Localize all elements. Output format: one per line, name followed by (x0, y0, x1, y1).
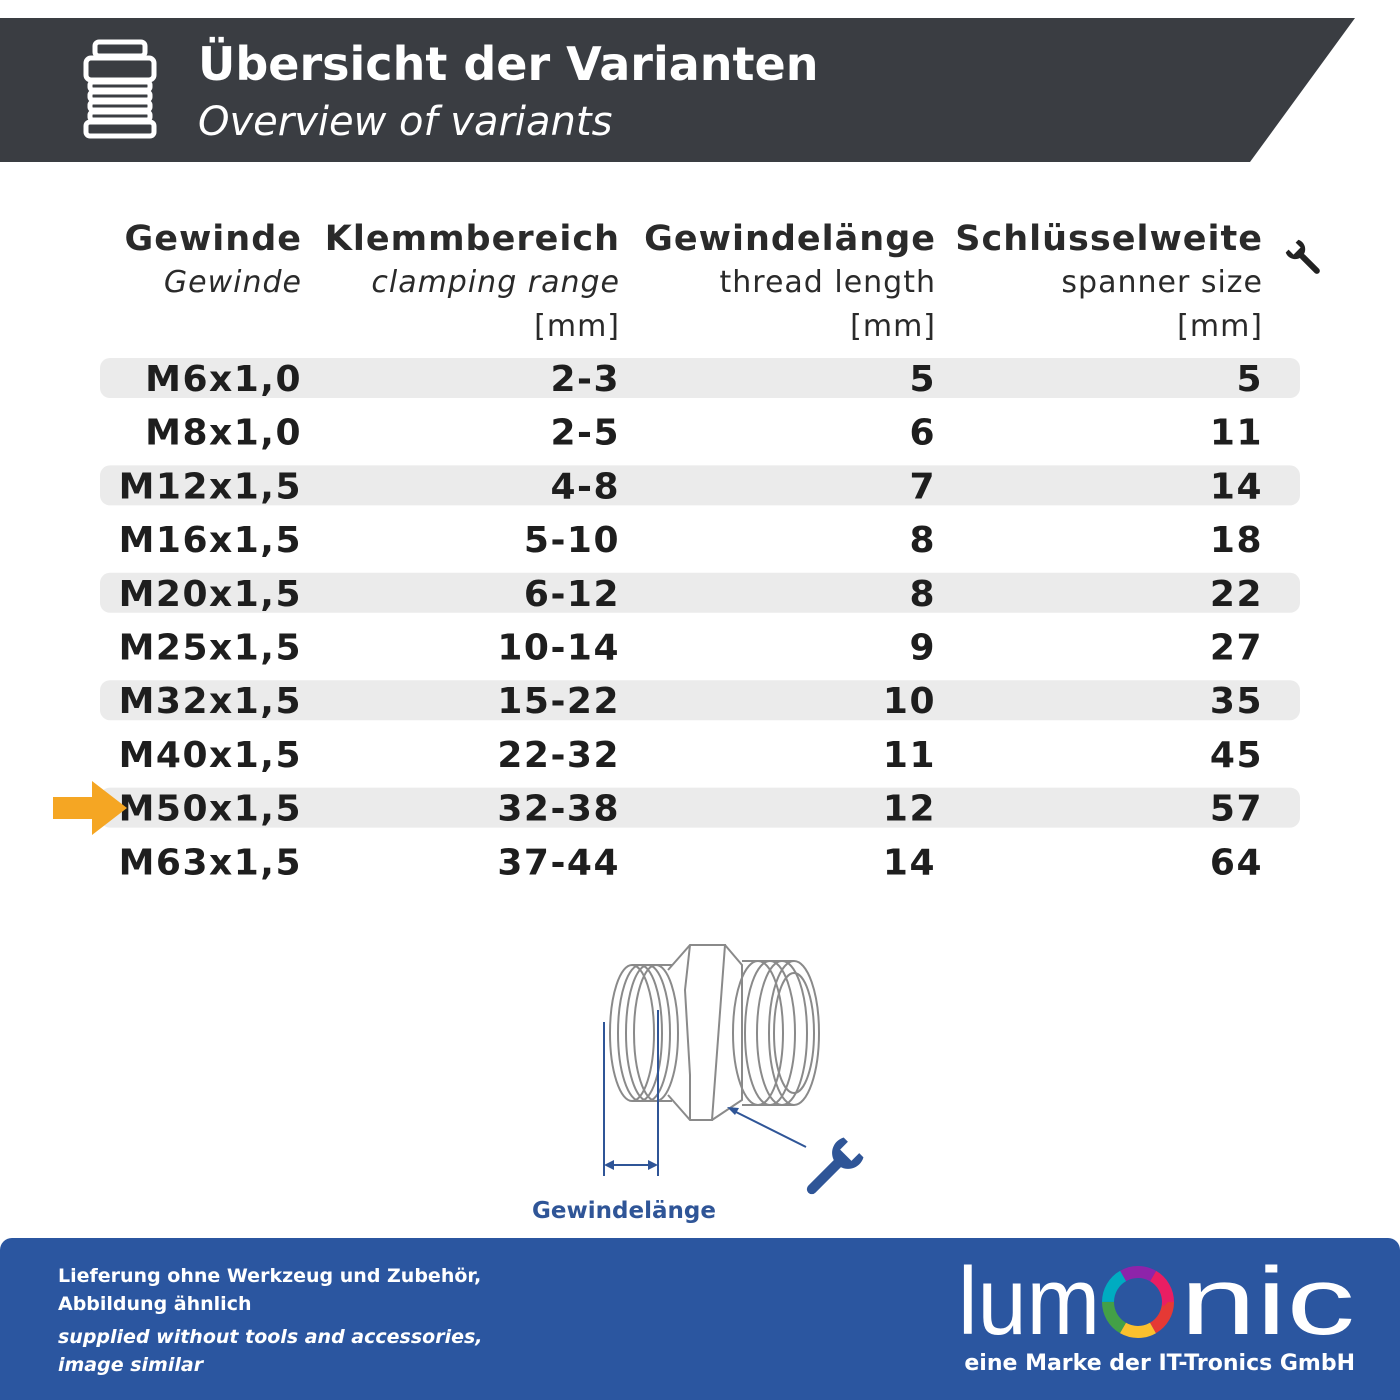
gland-icon (83, 39, 157, 139)
column-header: Gewinde (124, 219, 302, 259)
table-cell: M20x1,5 (119, 574, 302, 615)
column-subheader: spanner size (1061, 265, 1263, 300)
table-cell: 4-8 (550, 466, 620, 507)
column-unit: [mm] (1177, 309, 1263, 344)
table-cell: 64 (1210, 842, 1263, 883)
note-de: Abbildung ähnlich (58, 1293, 252, 1315)
column-header: Schlüsselweite (955, 219, 1263, 259)
column-unit: [mm] (850, 309, 936, 344)
table-cell: 45 (1210, 735, 1263, 776)
table-cell: 57 (1210, 789, 1263, 830)
dimension (603, 1010, 807, 1176)
table-cell: 15-22 (497, 681, 620, 722)
table-cell: 11 (1210, 413, 1263, 454)
table-cell: 22-32 (497, 735, 620, 776)
column-subheader: clamping range (371, 265, 620, 300)
table-cell: 6-12 (524, 574, 620, 615)
table-cell: 35 (1210, 681, 1263, 722)
column-subheader: Gewinde (164, 265, 302, 300)
logo-text: lum (958, 1248, 1100, 1355)
table-cell: 22 (1210, 574, 1263, 615)
table-cell: M40x1,5 (119, 735, 302, 776)
table-cell: 18 (1210, 520, 1263, 561)
table-cell: M8x1,0 (145, 413, 302, 454)
table-cell: M63x1,5 (119, 842, 302, 883)
highlight-arrow (53, 781, 127, 835)
footer-bar (0, 1238, 1400, 1400)
logo-ring (1102, 1266, 1174, 1338)
table-cell: 12 (883, 789, 936, 830)
table-cell: M6x1,0 (145, 359, 302, 400)
table-cell: M32x1,5 (119, 681, 302, 722)
table-cell: 8 (909, 574, 936, 615)
table-cell: 2-3 (550, 359, 620, 400)
note-en: image similar (58, 1354, 205, 1376)
table-cell: 9 (909, 628, 936, 669)
table-cell: 8 (909, 520, 936, 561)
table-cell: 14 (883, 842, 936, 883)
table-cell: M12x1,5 (119, 466, 302, 507)
table: Gewinde Gewinde Klemmbereich clamping range… (100, 219, 1300, 883)
fitting-drawing (609, 944, 820, 1121)
table-cell: 6 (909, 413, 936, 454)
table-cell: 5 (1236, 359, 1263, 400)
row-stripe (100, 465, 1300, 506)
table-cell: 37-44 (497, 842, 620, 883)
table-cell: M50x1,5 (119, 789, 302, 830)
table-cell: M25x1,5 (119, 628, 302, 669)
tagline: eine Marke der IT-Tronics GmbH (964, 1351, 1355, 1376)
table-cell: 7 (909, 466, 936, 507)
diagram-label: Gewindelänge (532, 1198, 716, 1224)
column-subheader: thread length (720, 265, 937, 300)
wrench-blue (806, 1137, 864, 1195)
table-cell: M16x1,5 (119, 520, 302, 561)
wrench-icon (1285, 239, 1320, 274)
header-subtitle: Overview of variants (198, 99, 612, 145)
logo-text: nic (1180, 1248, 1355, 1355)
table-cell: 10 (883, 681, 936, 722)
table-cell: 5-10 (524, 520, 620, 561)
table-cell: 11 (883, 735, 936, 776)
row-stripe (100, 358, 1300, 398)
note-de: Lieferung ohne Werkzeug und Zubehör, (58, 1265, 481, 1287)
note-en: supplied without tools and accessories, (58, 1326, 483, 1348)
column-header: Klemmbereich (325, 219, 620, 259)
column-unit: [mm] (534, 309, 620, 344)
header-title: Übersicht der Varianten (198, 37, 818, 91)
header-bar (0, 18, 1355, 162)
table-cell: 32-38 (497, 789, 620, 830)
table-cell: 2-5 (550, 413, 620, 454)
row-stripe (100, 680, 1300, 721)
row-stripe (100, 572, 1300, 613)
table-cell: 10-14 (497, 628, 620, 669)
table-cell: 14 (1210, 466, 1263, 507)
column-header: Gewindelänge (644, 219, 936, 259)
row-stripe (100, 787, 1300, 828)
table-cell: 27 (1210, 628, 1263, 669)
table-cell: 5 (909, 359, 936, 400)
